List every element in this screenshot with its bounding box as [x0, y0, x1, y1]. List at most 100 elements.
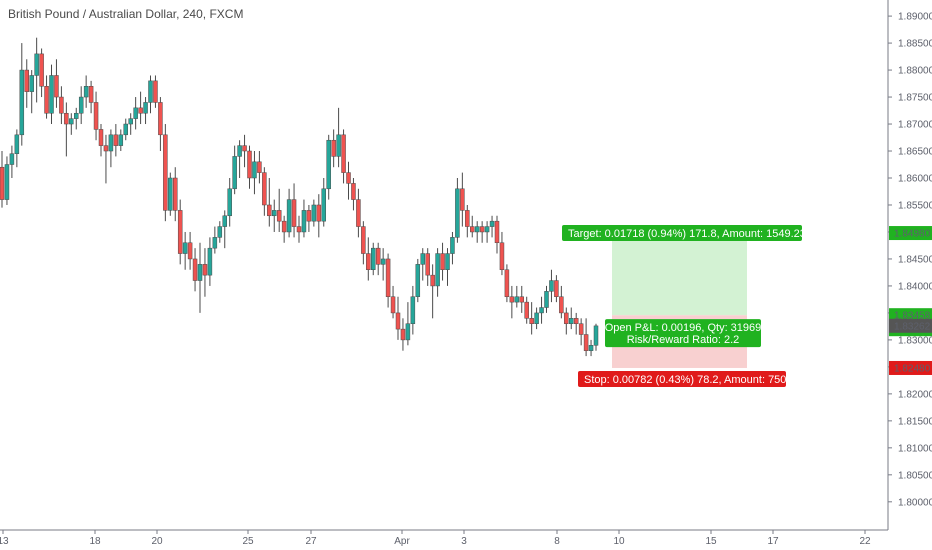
candle-body: [118, 134, 124, 146]
y-tick-label: 1.83000: [898, 335, 932, 346]
target-price-tag: 1.84980: [889, 226, 932, 241]
candle-body: [113, 134, 119, 146]
candle-body: [554, 280, 559, 297]
candle-body: [306, 210, 312, 222]
current-price-tag: 1.83262: [889, 318, 932, 333]
target-price-text: 1.84980: [894, 229, 931, 240]
candle-body: [39, 53, 44, 87]
candle-body: [564, 312, 569, 324]
candle-body: [420, 253, 425, 265]
candle-body: [252, 161, 257, 179]
y-tick-label: 1.88500: [898, 39, 932, 50]
candle-body: [440, 253, 445, 270]
price-tags: 1.84980 1.83458 02:23:23 1.83262 1.82480: [889, 226, 932, 375]
candle-body: [9, 153, 15, 165]
candle-body: [64, 112, 69, 125]
candle-body: [405, 323, 411, 341]
stop-label: Stop: 0.00782 (0.43%) 78.2, Amount: 750: [584, 374, 786, 386]
candle-body: [326, 139, 331, 190]
y-tick-label: 1.89000: [898, 12, 932, 23]
candle-body: [54, 75, 59, 98]
x-tick-label: 3: [461, 536, 467, 547]
candle-body: [351, 183, 356, 200]
candle-body: [163, 134, 168, 211]
candle-body: [479, 226, 485, 233]
pnl-label-box: Open P&L: 0.00196, Qty: 31969 Risk/Rewar…: [605, 319, 762, 348]
candle-body: [128, 118, 133, 125]
candle-body: [489, 220, 495, 227]
profit-zone: [612, 233, 747, 316]
candle-body: [435, 253, 440, 287]
candle-body: [158, 102, 163, 136]
chart-title: British Pound / Australian Dollar, 240, …: [8, 7, 244, 21]
candle-body: [415, 264, 421, 297]
candle-body: [390, 296, 396, 314]
candle-body: [29, 75, 34, 92]
candle-body: [400, 328, 406, 341]
candle-body: [143, 102, 148, 114]
candle-body: [341, 134, 346, 173]
candle-body: [242, 145, 247, 152]
candle-body: [19, 69, 25, 136]
current-price-text: 1.83262: [894, 321, 931, 332]
candle-body: [494, 220, 500, 244]
candle-body: [331, 139, 336, 157]
stop-price-tag: 1.82480: [889, 360, 932, 375]
candle-body: [182, 242, 188, 254]
candle-body: [346, 172, 351, 184]
candle-body: [573, 318, 579, 324]
y-tick-label: 1.81500: [898, 416, 932, 427]
candle-body: [316, 204, 322, 222]
y-tick-label: 1.80500: [898, 470, 932, 481]
candle-body: [187, 242, 193, 260]
candle-body: [212, 237, 218, 249]
candle-body: [311, 204, 317, 222]
candle-body: [321, 188, 326, 222]
candle-body: [197, 264, 203, 281]
candle-body: [524, 301, 529, 319]
candle-body: [98, 129, 104, 146]
x-tick-label: 18: [89, 536, 101, 547]
candle-body: [549, 280, 554, 292]
candle-body: [455, 188, 460, 238]
candle-body: [519, 296, 524, 303]
candle-body: [276, 210, 282, 222]
pnl-label: Open P&L: 0.00196, Qty: 31969: [605, 322, 762, 334]
candle-body: [93, 102, 99, 130]
x-tick-label: 8: [554, 536, 560, 547]
stop-price-text: 1.82480: [894, 363, 931, 374]
candle-body: [173, 177, 178, 211]
candle-body: [430, 274, 435, 287]
candle-body: [257, 161, 262, 173]
y-tick-label: 1.82000: [898, 389, 932, 400]
candle-body: [267, 204, 272, 217]
candle-body: [78, 96, 84, 114]
candle-body: [138, 107, 143, 114]
candle-body: [296, 226, 302, 233]
candle-body: [450, 237, 455, 254]
candle-body: [69, 118, 74, 125]
candle-body: [108, 134, 114, 152]
x-axis[interactable]: 13 18 20 25 27 Apr 3 8 10 15 17 22: [0, 530, 871, 547]
candle-body: [153, 80, 158, 103]
candle-body: [425, 253, 430, 276]
y-tick-label: 1.87000: [898, 120, 932, 131]
target-label: Target: 0.01718 (0.94%) 171.8, Amount: 1…: [568, 228, 806, 240]
candlestick-series: [0, 37, 599, 357]
candle-body: [237, 145, 242, 157]
candle-body: [583, 334, 589, 351]
candle-body: [103, 145, 109, 152]
candle-body: [445, 253, 450, 270]
x-tick-label: 17: [767, 536, 779, 547]
x-tick-label: 25: [242, 536, 254, 547]
candle-body: [504, 269, 510, 297]
y-axis[interactable]: 1.89000 1.88500 1.88000 1.87500 1.87000 1.865…: [888, 12, 932, 509]
entry-price-text: 1.83458: [894, 311, 931, 322]
candle-body: [177, 210, 183, 254]
candle-body: [217, 226, 223, 238]
candle-body: [410, 296, 416, 324]
y-tick-label: 1.86000: [898, 174, 932, 185]
y-tick-label: 1.85500: [898, 200, 932, 211]
y-tick-label: 1.86500: [898, 147, 932, 158]
